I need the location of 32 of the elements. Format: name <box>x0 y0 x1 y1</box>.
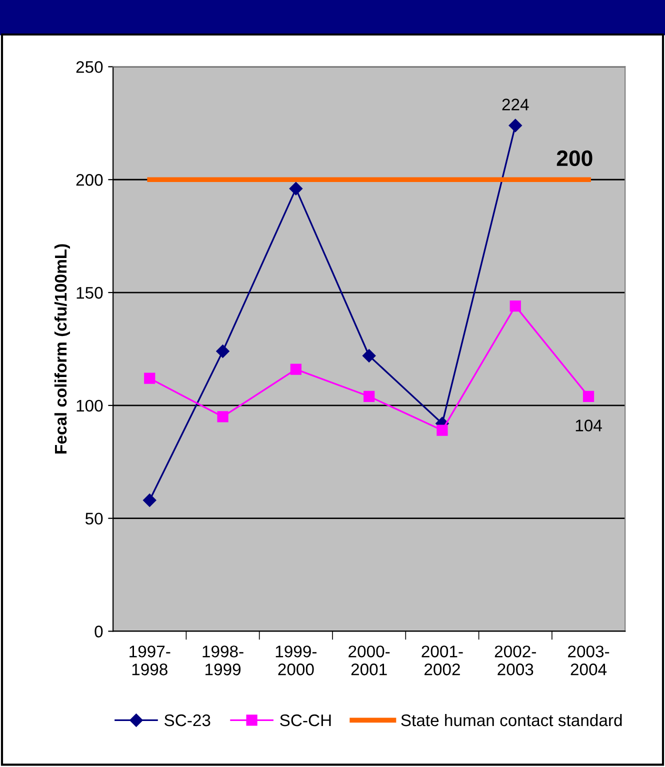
annotation: 200 <box>556 150 592 166</box>
y-tick-label: 0 <box>94 626 103 638</box>
y-tick-label: 50 <box>85 512 103 525</box>
x-tick-label: 2003- 2004 <box>568 646 610 676</box>
point <box>216 344 230 358</box>
point <box>582 390 594 402</box>
legend-label: State human contact standard <box>401 714 622 726</box>
x-tick-label: 1998- 1999 <box>202 646 244 676</box>
y-axis-title: Fecal coliform (cfu/100mL) <box>54 244 70 454</box>
x-tick-label: 2002- 2003 <box>494 646 536 676</box>
point <box>289 182 303 196</box>
point <box>436 424 448 436</box>
point <box>510 300 521 312</box>
y-tick-label: 250 <box>76 61 103 73</box>
y-tick-label: 200 <box>76 174 103 186</box>
y-tick-label: 150 <box>76 286 103 299</box>
legend-label: SC-CH <box>280 714 331 726</box>
annotation: 224 <box>502 98 529 110</box>
point <box>508 118 522 132</box>
point <box>290 364 302 375</box>
annotation: 104 <box>576 420 602 432</box>
y-tick-label: 100 <box>76 400 103 412</box>
point <box>362 349 376 362</box>
x-tick-label: 2001- 2002 <box>422 646 463 676</box>
point <box>144 372 156 384</box>
x-tick-label: 1997- 1998 <box>130 646 170 676</box>
point <box>143 494 156 507</box>
x-tick-label: 2000- 2001 <box>348 646 390 676</box>
legend-label: SC-23 <box>164 714 210 726</box>
point <box>364 390 375 402</box>
x-tick-label: 1999- 2000 <box>276 646 316 676</box>
point <box>217 411 228 422</box>
